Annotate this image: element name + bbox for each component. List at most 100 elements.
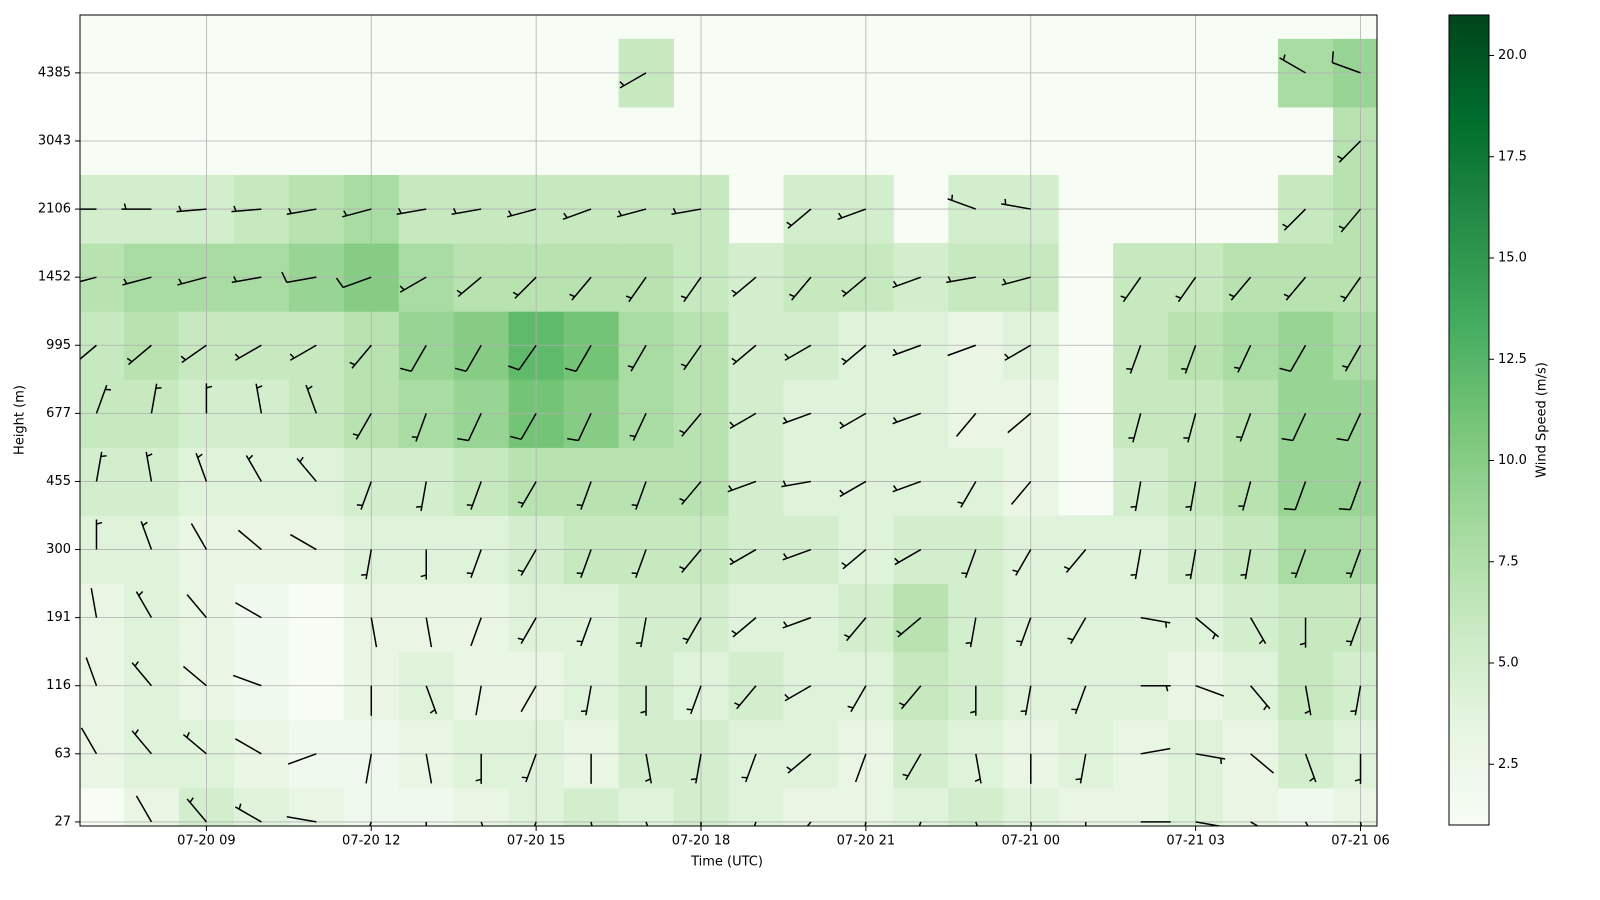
wind-barb <box>947 344 977 357</box>
wind-barb <box>1354 753 1362 784</box>
wind-barb <box>1128 413 1142 443</box>
wind-barb <box>1016 617 1032 647</box>
wind-barb <box>680 344 702 371</box>
wind-barb <box>520 685 537 713</box>
wind-barb <box>1126 344 1142 374</box>
wind-barb <box>140 521 153 550</box>
wind-barb <box>281 271 317 284</box>
wind-barb <box>195 452 208 482</box>
wind-barb <box>576 617 592 647</box>
heat-cell <box>1113 787 1169 826</box>
wind-barb <box>1282 208 1307 231</box>
y-tick-label: 455 <box>46 474 71 489</box>
wind-barb <box>342 208 372 218</box>
x-tick-label: 07-20 12 <box>342 834 400 849</box>
wind-barb <box>1336 413 1362 442</box>
wind-barb <box>80 208 97 210</box>
wind-barb <box>1001 198 1031 210</box>
wind-barb <box>85 657 98 686</box>
wind-barb <box>786 208 812 229</box>
wind-barb <box>1012 549 1032 576</box>
wind-barb <box>1130 481 1142 512</box>
wind-barb <box>1183 413 1197 443</box>
wind-barb <box>896 617 922 638</box>
wind-barb <box>517 617 537 644</box>
wind-barb <box>475 685 482 716</box>
wind-barb <box>1342 344 1362 372</box>
wind-barb <box>1130 549 1142 580</box>
wind-barb <box>625 276 647 303</box>
wind-barb <box>569 276 592 301</box>
wind-barb <box>1071 685 1087 715</box>
wind-barb <box>947 194 977 210</box>
wind-barb <box>1249 617 1267 645</box>
wind-barb <box>645 753 653 784</box>
wind-barb <box>237 529 262 551</box>
heat-cell <box>948 787 1004 826</box>
wind-barb <box>631 549 647 578</box>
wind-barb <box>506 208 537 218</box>
x-axis-label: Time (UTC) <box>690 855 763 870</box>
wind-barb <box>180 344 207 364</box>
wind-barb <box>784 685 812 702</box>
wind-barb <box>671 208 702 216</box>
wind-barb <box>305 384 318 414</box>
wind-barb <box>289 344 317 361</box>
wind-barb <box>287 753 317 765</box>
wind-barb <box>894 548 922 566</box>
wind-barb <box>255 383 263 414</box>
wind-barb <box>454 344 482 372</box>
wind-barb <box>356 481 372 510</box>
y-tick-label: 191 <box>46 610 71 625</box>
wind-barb <box>475 753 482 784</box>
wind-barb <box>1020 685 1032 716</box>
y-tick-label: 1452 <box>38 270 71 285</box>
wind-barb <box>232 674 262 687</box>
wind-barb <box>425 753 433 784</box>
wind-barb <box>1346 549 1362 578</box>
y-axis-label: Height (m) <box>13 385 28 455</box>
wind-barb <box>619 72 647 89</box>
wind-barb <box>1299 617 1307 648</box>
wind-barb <box>902 753 922 781</box>
wind-barb <box>425 685 438 715</box>
barbs <box>80 51 1362 826</box>
wind-barb <box>784 344 812 361</box>
wind-barb <box>1240 549 1252 580</box>
wind-barb <box>286 208 317 216</box>
wind-barb <box>1010 480 1032 505</box>
wind-barb <box>782 548 812 561</box>
wind-barb <box>205 383 213 414</box>
wind-barb <box>145 451 153 482</box>
wind-barb <box>847 685 867 713</box>
wind-barb <box>521 753 537 783</box>
wind-barb <box>80 344 97 361</box>
wind-barb <box>150 383 162 414</box>
wind-barb <box>95 384 111 414</box>
wind-barb <box>95 519 103 550</box>
wind-barb <box>690 753 702 784</box>
wind-barb <box>186 594 207 619</box>
wind-barb <box>466 481 482 510</box>
wind-barb <box>517 481 537 508</box>
colorbar-tick-label: 2.5 <box>1498 757 1519 772</box>
wind-barb <box>1120 276 1142 303</box>
colorbar <box>1448 14 1490 826</box>
wind-barb <box>1001 276 1031 286</box>
heat-cell <box>618 787 675 826</box>
wind-barb <box>400 344 427 372</box>
wind-barb <box>841 344 867 366</box>
wind-barb <box>892 276 922 289</box>
wind-barb <box>729 412 757 429</box>
wind-barb <box>509 412 537 441</box>
wind-barb <box>235 601 262 619</box>
wind-barb <box>176 205 207 213</box>
colorbar-tick-label: 5.0 <box>1498 656 1519 671</box>
wind-barb <box>1279 54 1306 74</box>
wind-barb <box>729 548 757 566</box>
colorbar-tick-label: 17.5 <box>1498 149 1527 164</box>
wind-barb <box>679 480 702 505</box>
y-tick-label: 4385 <box>38 65 71 80</box>
wind-barb <box>1181 344 1197 374</box>
